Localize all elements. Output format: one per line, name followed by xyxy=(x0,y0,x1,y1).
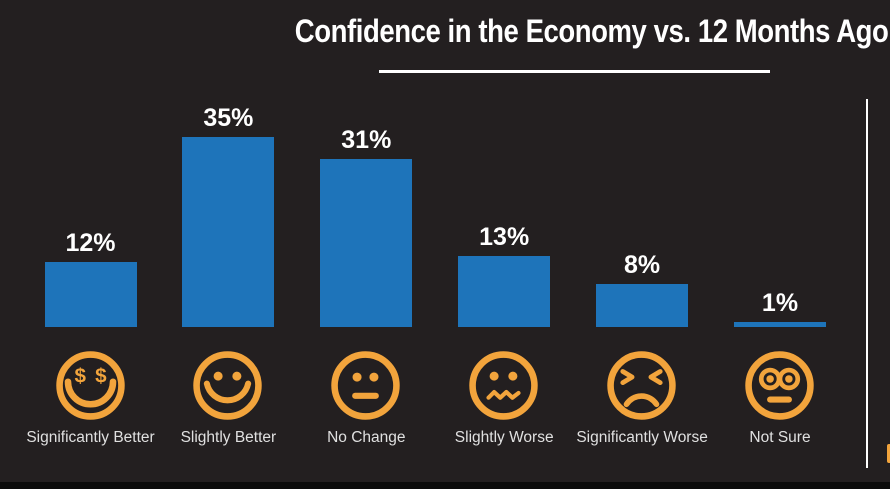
bar xyxy=(182,137,275,327)
bar-value-label: 13% xyxy=(479,223,530,251)
category-label: No Change xyxy=(327,429,406,446)
neutral-face-icon xyxy=(331,351,401,420)
chart-column: 13% Slightly Worse xyxy=(424,0,584,489)
bar xyxy=(458,256,551,327)
dizzy-face-icon xyxy=(745,351,814,420)
bar-value-label: 8% xyxy=(624,251,661,279)
bar-value-label: 35% xyxy=(203,104,254,132)
bottom-black-strip xyxy=(0,482,890,489)
clipped-orange-shape xyxy=(887,444,890,463)
bar xyxy=(734,322,826,327)
chart-column: 12% $ $ Significantly Better xyxy=(11,0,171,489)
right-divider-line xyxy=(866,99,868,468)
bar-value-label: 12% xyxy=(65,229,116,257)
category-label: Not Sure xyxy=(749,429,811,446)
money-eyes-face-icon: $ $ xyxy=(55,351,125,420)
bar xyxy=(44,262,137,327)
svg-text:$: $ xyxy=(95,365,107,388)
bar-value-label: 31% xyxy=(341,126,392,154)
chart-column: 31% No Change xyxy=(286,0,446,489)
smile-face-icon xyxy=(193,351,263,420)
chart-column: 8% Significantly Worse xyxy=(562,0,722,489)
category-label: Slightly Better xyxy=(180,429,277,446)
title-underline xyxy=(379,70,770,73)
chart-title: Confidence in the Economy vs. 12 Months … xyxy=(294,13,889,49)
bar-value-label: 1% xyxy=(761,289,799,317)
bar xyxy=(596,284,689,327)
category-label: Significantly Worse xyxy=(576,429,708,446)
category-label: Significantly Better xyxy=(26,429,155,446)
chart-column: 1% Not Sure xyxy=(700,0,860,489)
chart-column: 35% Slightly Better xyxy=(148,0,308,489)
confused-face-icon xyxy=(469,351,538,420)
angry-face-icon xyxy=(607,351,676,420)
svg-text:$: $ xyxy=(74,365,86,388)
category-label: Slightly Worse xyxy=(454,429,554,446)
bar xyxy=(320,159,413,327)
